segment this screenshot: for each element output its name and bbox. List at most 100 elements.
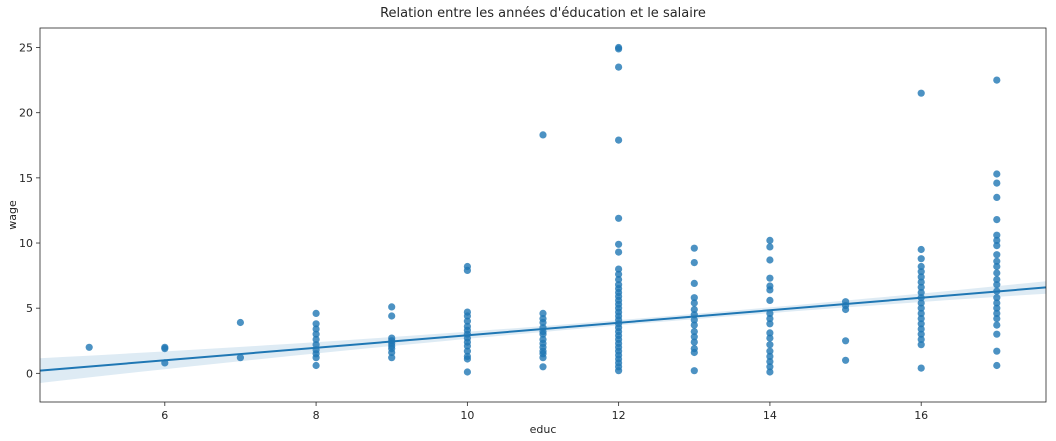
- data-point: [690, 333, 698, 341]
- confidence-band: [40, 281, 1046, 383]
- data-point: [917, 341, 925, 349]
- data-point: [917, 273, 925, 281]
- x-tick-label: 10: [460, 409, 474, 422]
- chart-title: Relation entre les années d'éducation et…: [380, 6, 706, 21]
- data-point: [388, 348, 396, 357]
- data-point: [993, 231, 1001, 239]
- data-point: [993, 242, 1001, 250]
- data-point: [539, 330, 547, 338]
- data-point: [917, 304, 925, 312]
- data-point: [463, 368, 471, 376]
- data-point: [312, 341, 320, 349]
- data-point: [766, 243, 774, 251]
- data-point: [993, 304, 1001, 312]
- data-point: [917, 335, 925, 343]
- data-point: [993, 236, 1001, 244]
- data-point: [388, 354, 396, 362]
- data-point: [766, 347, 774, 355]
- data-point: [615, 367, 623, 375]
- data-point: [766, 256, 774, 264]
- data-point: [917, 364, 925, 372]
- data-point: [388, 312, 396, 320]
- data-point: [615, 136, 623, 144]
- data-point: [917, 288, 925, 297]
- data-point: [690, 244, 698, 252]
- data-point: [766, 358, 774, 366]
- x-tick-label: 14: [763, 409, 777, 422]
- x-tick-label: 12: [612, 409, 626, 422]
- regression-line-layer: [39, 286, 1047, 372]
- data-point: [615, 270, 623, 278]
- data-point: [917, 255, 925, 263]
- data-point: [312, 335, 320, 343]
- data-point: [615, 63, 623, 71]
- data-point: [615, 214, 623, 222]
- data-point: [766, 309, 774, 317]
- data-point: [388, 303, 396, 311]
- y-tick-label: 5: [26, 302, 33, 315]
- data-point: [463, 312, 471, 320]
- x-tick-label: 8: [313, 409, 320, 422]
- data-point: [539, 309, 547, 317]
- y-tick-label: 0: [26, 367, 33, 380]
- data-point: [993, 281, 1001, 289]
- data-point: [842, 356, 850, 364]
- data-point: [993, 361, 1001, 370]
- data-point: [766, 286, 774, 294]
- data-point: [766, 296, 774, 304]
- data-point: [85, 343, 93, 351]
- plot-frame: [39, 27, 1047, 403]
- data-point: [993, 299, 1001, 307]
- data-point: [993, 321, 1001, 329]
- data-point: [993, 315, 1001, 323]
- data-point: [917, 278, 925, 286]
- data-point: [539, 363, 547, 371]
- data-point: [917, 320, 925, 328]
- data-point: [312, 325, 320, 333]
- data-point: [615, 275, 623, 284]
- data-point: [690, 367, 698, 375]
- data-point: [690, 348, 698, 357]
- x-axis-ticks: 6 8 10 12 14 16: [161, 402, 928, 422]
- data-point: [917, 245, 925, 254]
- data-point: [766, 329, 774, 337]
- data-point: [917, 262, 925, 271]
- data-point: [615, 265, 623, 273]
- data-point: [690, 305, 698, 314]
- data-point: [312, 330, 320, 338]
- data-point: [463, 355, 471, 363]
- data-point: [993, 294, 1001, 302]
- data-point: [161, 345, 169, 353]
- data-point: [463, 347, 471, 355]
- data-point: [993, 193, 1001, 201]
- data-point: [993, 76, 1001, 84]
- data-point: [993, 216, 1001, 224]
- data-point: [690, 338, 698, 346]
- data-point: [993, 269, 1001, 277]
- data-point: [690, 321, 698, 329]
- data-point: [766, 315, 774, 323]
- data-point: [615, 248, 623, 256]
- data-point: [766, 368, 774, 376]
- data-point: [766, 274, 774, 282]
- y-tick-label: 20: [19, 107, 33, 120]
- data-point: [842, 337, 850, 345]
- y-axis-label: wage: [6, 200, 19, 230]
- data-point: [766, 320, 774, 328]
- data-point: [993, 309, 1001, 317]
- x-tick-label: 6: [161, 409, 168, 422]
- data-point: [463, 266, 471, 274]
- data-point: [539, 131, 547, 139]
- data-point: [463, 317, 471, 325]
- y-tick-label: 15: [19, 172, 33, 185]
- y-tick-label: 10: [19, 237, 33, 250]
- regression-line: [39, 286, 1047, 372]
- data-point: [615, 45, 623, 53]
- data-point: [766, 341, 774, 349]
- data-point: [690, 316, 698, 324]
- data-point: [917, 315, 925, 323]
- data-point: [312, 309, 320, 317]
- data-point: [917, 299, 925, 307]
- data-point: [993, 251, 1001, 259]
